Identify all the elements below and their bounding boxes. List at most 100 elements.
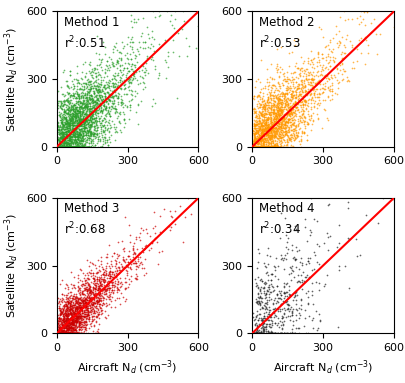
Point	[55, 330, 62, 336]
Point	[95, 137, 102, 144]
Point	[91, 108, 97, 114]
Point	[265, 133, 271, 139]
Point	[68, 325, 74, 331]
Point	[77, 290, 83, 296]
Point	[72, 132, 78, 138]
Point	[258, 144, 264, 150]
Point	[83, 112, 90, 118]
Point	[75, 330, 81, 336]
Point	[74, 298, 81, 304]
Point	[96, 278, 102, 284]
Point	[264, 144, 270, 150]
Point	[55, 144, 61, 150]
Point	[97, 84, 103, 90]
Point	[60, 327, 67, 333]
Point	[263, 321, 269, 327]
Point	[109, 282, 115, 288]
Point	[280, 267, 286, 273]
Point	[290, 294, 296, 300]
Point	[259, 132, 266, 138]
Point	[337, 51, 343, 57]
Point	[331, 90, 337, 96]
Point	[266, 330, 273, 336]
Point	[72, 144, 79, 150]
Point	[111, 100, 117, 106]
Point	[69, 131, 75, 137]
Point	[95, 263, 102, 269]
Point	[83, 144, 89, 150]
Text: r$^2$:0.68: r$^2$:0.68	[64, 221, 105, 237]
Point	[109, 289, 116, 295]
Point	[255, 144, 262, 150]
Point	[284, 330, 290, 336]
Point	[252, 144, 259, 150]
Point	[65, 106, 71, 112]
Point	[56, 330, 63, 336]
Point	[294, 65, 300, 71]
Point	[332, 31, 338, 38]
Point	[77, 266, 83, 272]
Point	[294, 107, 301, 113]
Point	[265, 125, 272, 131]
Point	[85, 297, 92, 303]
Point	[255, 330, 261, 336]
Point	[264, 126, 271, 133]
Point	[72, 144, 78, 150]
Point	[72, 330, 78, 336]
Point	[282, 85, 289, 91]
Point	[60, 320, 67, 326]
Point	[84, 288, 90, 295]
Point	[91, 281, 97, 287]
Point	[69, 122, 76, 128]
Point	[94, 87, 101, 93]
Point	[74, 133, 81, 139]
Point	[84, 316, 91, 322]
Point	[57, 144, 63, 150]
Point	[71, 109, 78, 115]
Point	[64, 330, 70, 336]
Point	[80, 142, 86, 149]
Point	[68, 105, 75, 111]
Point	[268, 330, 275, 336]
Point	[264, 144, 270, 150]
Point	[75, 321, 81, 327]
Point	[103, 63, 110, 69]
Point	[282, 128, 289, 134]
Point	[252, 121, 258, 127]
Point	[69, 129, 76, 135]
Point	[104, 272, 111, 278]
Point	[99, 276, 106, 282]
Point	[72, 330, 79, 336]
Point	[71, 126, 77, 132]
Point	[251, 144, 258, 150]
Point	[345, 78, 352, 84]
Point	[64, 330, 70, 336]
Point	[70, 330, 76, 336]
Point	[108, 106, 114, 113]
Point	[66, 100, 72, 106]
Point	[75, 122, 81, 128]
Point	[70, 330, 77, 336]
Point	[91, 131, 97, 137]
Point	[75, 300, 82, 306]
Point	[65, 304, 71, 310]
Point	[268, 138, 275, 144]
Point	[64, 295, 70, 301]
Point	[274, 330, 280, 336]
Point	[64, 96, 70, 102]
Point	[110, 89, 116, 95]
Point	[252, 144, 258, 150]
Point	[65, 326, 71, 332]
Point	[250, 137, 257, 143]
Point	[274, 111, 280, 117]
Point	[76, 103, 83, 110]
Point	[100, 285, 107, 291]
Point	[123, 50, 130, 56]
Point	[69, 86, 76, 92]
Point	[323, 230, 330, 236]
Point	[264, 328, 271, 334]
Point	[81, 120, 87, 126]
Point	[267, 119, 273, 125]
Point	[269, 102, 275, 108]
Point	[75, 139, 82, 146]
